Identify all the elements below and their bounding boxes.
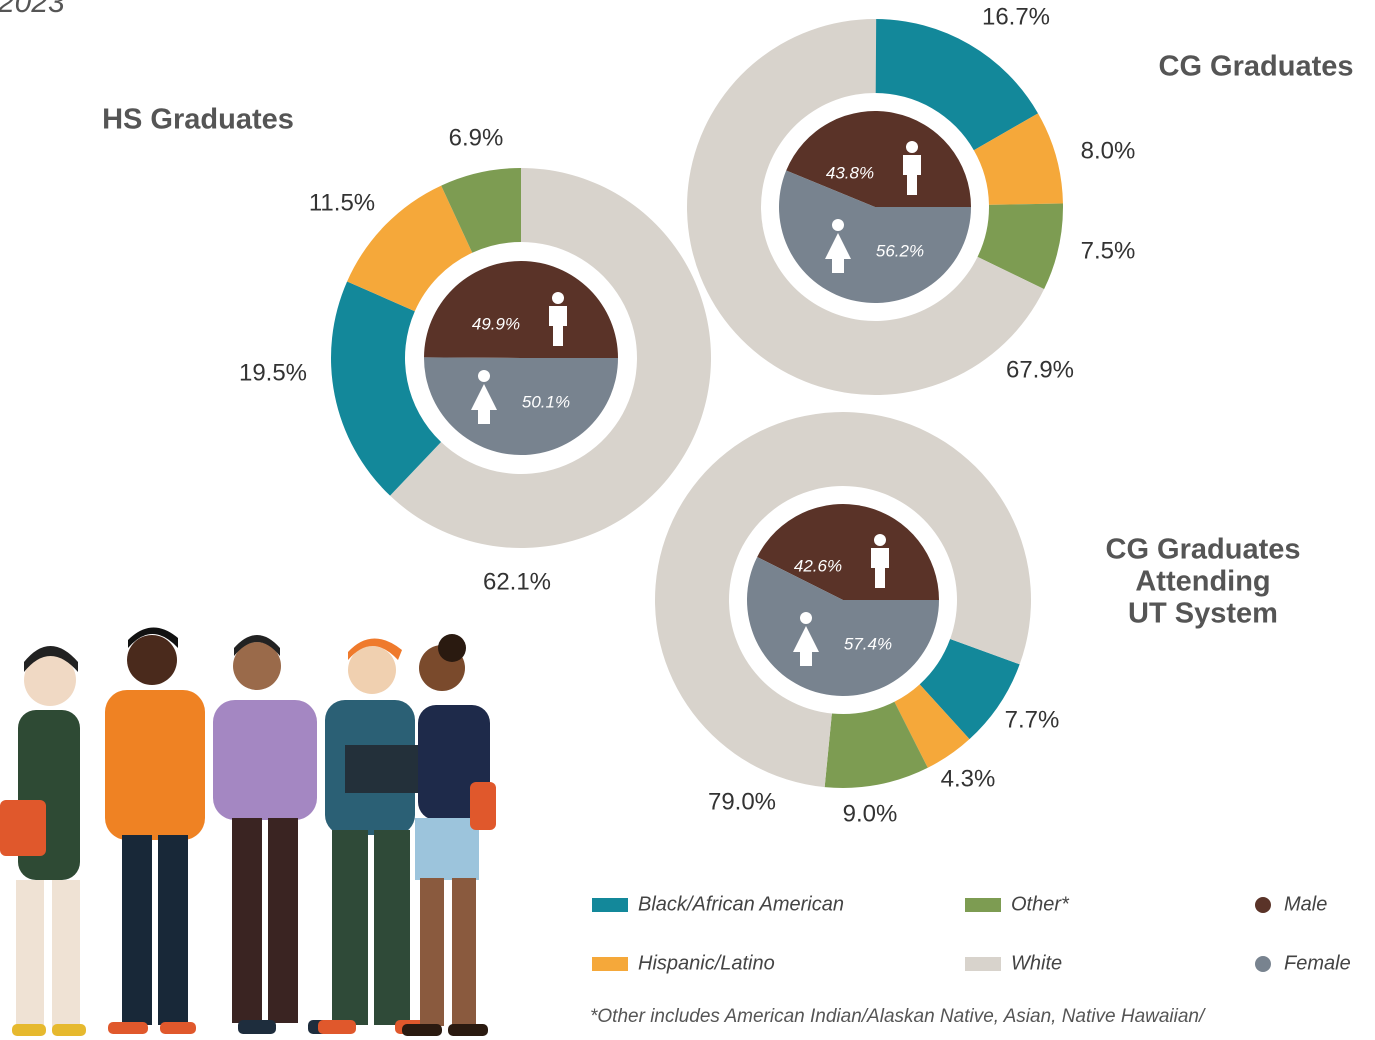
pie-segment <box>424 261 618 358</box>
male-icon-head <box>552 292 564 304</box>
male-icon <box>871 548 889 588</box>
female-icon <box>793 626 819 666</box>
male-label: 43.8% <box>826 163 874 182</box>
value-label: 4.3% <box>941 765 996 792</box>
male-icon <box>903 155 921 195</box>
chart-title: CG Graduates <box>1159 51 1354 83</box>
donut-segment <box>875 19 1039 151</box>
legend-dot <box>1255 897 1271 913</box>
pie-segment <box>786 110 971 207</box>
donut-segment <box>331 281 442 496</box>
legend-dot <box>1255 956 1271 972</box>
value-label: 9.0% <box>843 800 898 827</box>
female-label: 57.4% <box>844 634 892 653</box>
male-icon <box>549 306 567 346</box>
female-label: 56.2% <box>876 241 924 260</box>
male-label: 42.6% <box>794 556 842 575</box>
value-label: 8.0% <box>1081 137 1136 164</box>
donut-segment <box>973 113 1063 205</box>
year: 2023 <box>0 0 65 19</box>
legend-label: Other* <box>1011 893 1070 915</box>
chart-title: Attending <box>1135 566 1270 598</box>
chart-title: UT System <box>1128 598 1278 630</box>
female-icon <box>471 384 497 424</box>
pie-segment <box>746 556 939 696</box>
legend-label: Hispanic/Latino <box>638 952 775 974</box>
value-label: 62.1% <box>483 568 551 595</box>
value-label: 7.5% <box>1081 237 1136 264</box>
pie-segment <box>424 357 618 456</box>
legend-label: White <box>1011 952 1062 974</box>
value-label: 16.7% <box>982 3 1050 30</box>
chart-title: HS Graduates <box>102 104 294 136</box>
female-icon <box>825 233 851 273</box>
people-illustration <box>0 627 496 1036</box>
pie-segment <box>757 504 939 600</box>
value-label: 11.5% <box>309 189 375 216</box>
legend-swatch <box>965 898 1001 912</box>
donut-segment <box>390 168 712 549</box>
chart-title: CG Graduates <box>1106 534 1301 566</box>
legend-label: Female <box>1284 952 1351 974</box>
value-label: 79.0% <box>708 788 776 815</box>
legend-swatch <box>965 957 1001 971</box>
female-icon-head <box>478 370 490 382</box>
value-label: 67.9% <box>1006 356 1074 383</box>
legend-swatch <box>592 957 628 971</box>
footnote: *Other includes American Indian/Alaskan … <box>590 1006 1206 1027</box>
donut-segment <box>686 18 1045 395</box>
legend-label: Male <box>1284 893 1327 915</box>
donut-segment <box>347 185 473 312</box>
donut-segment <box>894 684 970 768</box>
male-label: 49.9% <box>472 314 520 333</box>
legend-swatch <box>592 898 628 912</box>
donut-segment <box>441 168 521 253</box>
donut-segment <box>977 203 1063 290</box>
male-icon-head <box>874 534 886 546</box>
pie-segment <box>779 170 971 303</box>
value-label: 7.7% <box>1005 706 1060 733</box>
value-label: 6.9% <box>449 124 504 151</box>
female-icon-head <box>800 612 812 624</box>
male-icon-head <box>906 141 918 153</box>
value-label: 19.5% <box>239 359 307 386</box>
donut-segment <box>654 412 1031 788</box>
donut-segment <box>919 638 1020 740</box>
legend-label: Black/African American <box>638 893 844 915</box>
female-icon-head <box>832 219 844 231</box>
female-label: 50.1% <box>522 392 570 411</box>
donut-segment <box>824 701 928 788</box>
